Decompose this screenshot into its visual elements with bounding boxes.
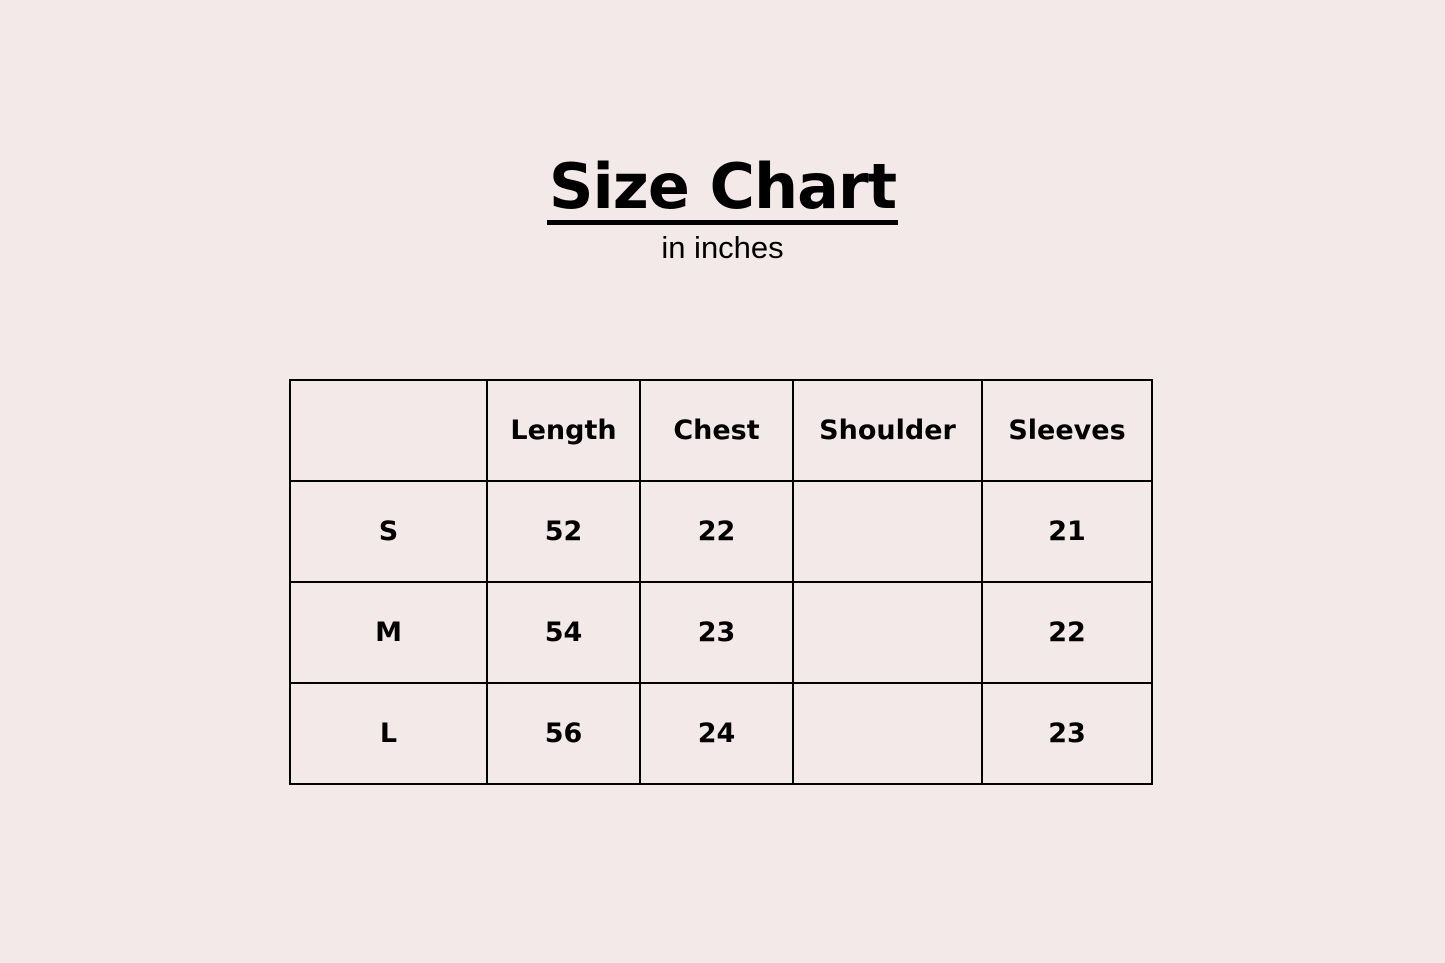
table-row: M 54 23 22 [289, 581, 1153, 684]
table-cell [792, 581, 983, 684]
header-row: Length Chest Shoulder Sleeves [289, 379, 1153, 482]
page-subtitle: in inches [661, 230, 784, 265]
header-cell [289, 379, 488, 482]
header-cell: Length [486, 379, 641, 482]
table-row: L 56 24 23 [289, 682, 1153, 785]
table-cell [792, 480, 983, 583]
header-cell: Chest [639, 379, 794, 482]
table-cell: 52 [486, 480, 641, 583]
table-cell [792, 682, 983, 785]
header-cell: Shoulder [792, 379, 983, 482]
table-cell: 24 [639, 682, 794, 785]
table-cell: 23 [639, 581, 794, 684]
table-cell: 54 [486, 581, 641, 684]
header-cell: Sleeves [981, 379, 1153, 482]
table-row: S 52 22 21 [289, 480, 1153, 583]
table-cell: 21 [981, 480, 1153, 583]
size-label: M [289, 581, 488, 684]
page-title: Size Chart [546, 150, 899, 225]
table-cell: 22 [981, 581, 1153, 684]
size-label: S [289, 480, 488, 583]
table-cell: 23 [981, 682, 1153, 785]
table-cell: 56 [486, 682, 641, 785]
size-label: L [289, 682, 488, 785]
size-table: Length Chest Shoulder Sleeves S 52 22 21… [289, 379, 1153, 785]
table-cell: 22 [639, 480, 794, 583]
